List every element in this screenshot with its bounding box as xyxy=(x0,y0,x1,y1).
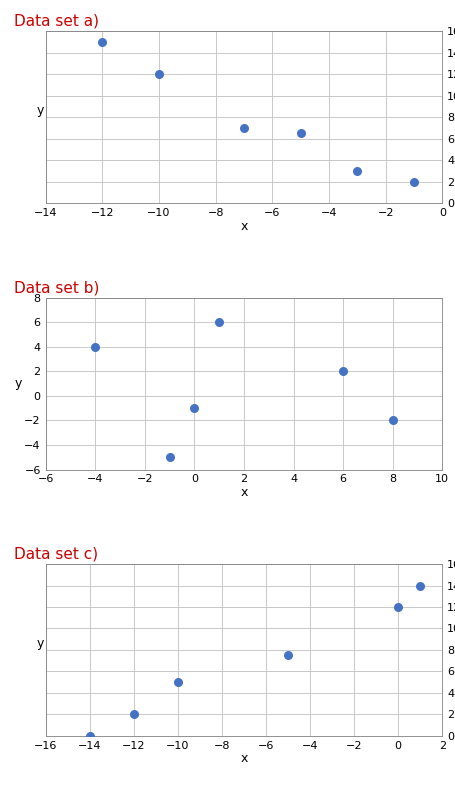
Point xyxy=(394,600,401,613)
Y-axis label: y: y xyxy=(15,377,22,390)
Point xyxy=(296,127,303,140)
Point xyxy=(130,708,137,721)
Text: Data set c): Data set c) xyxy=(14,546,98,561)
Point xyxy=(155,68,162,81)
Point xyxy=(353,164,360,177)
X-axis label: x: x xyxy=(240,486,247,499)
Y-axis label: y: y xyxy=(36,105,44,117)
Point xyxy=(388,414,395,427)
Point xyxy=(86,730,93,742)
Point xyxy=(91,341,99,353)
X-axis label: x: x xyxy=(240,752,247,765)
Text: Data set a): Data set a) xyxy=(14,14,99,29)
Point xyxy=(339,365,346,378)
Point xyxy=(98,36,106,49)
Point xyxy=(166,451,173,464)
Point xyxy=(174,676,181,689)
Point xyxy=(284,649,291,662)
Text: Data set b): Data set b) xyxy=(14,280,99,295)
Point xyxy=(410,176,417,188)
Y-axis label: y: y xyxy=(36,637,44,650)
X-axis label: x: x xyxy=(240,220,247,232)
Point xyxy=(416,579,423,592)
Point xyxy=(240,122,247,135)
Point xyxy=(215,316,222,329)
Point xyxy=(190,402,197,415)
